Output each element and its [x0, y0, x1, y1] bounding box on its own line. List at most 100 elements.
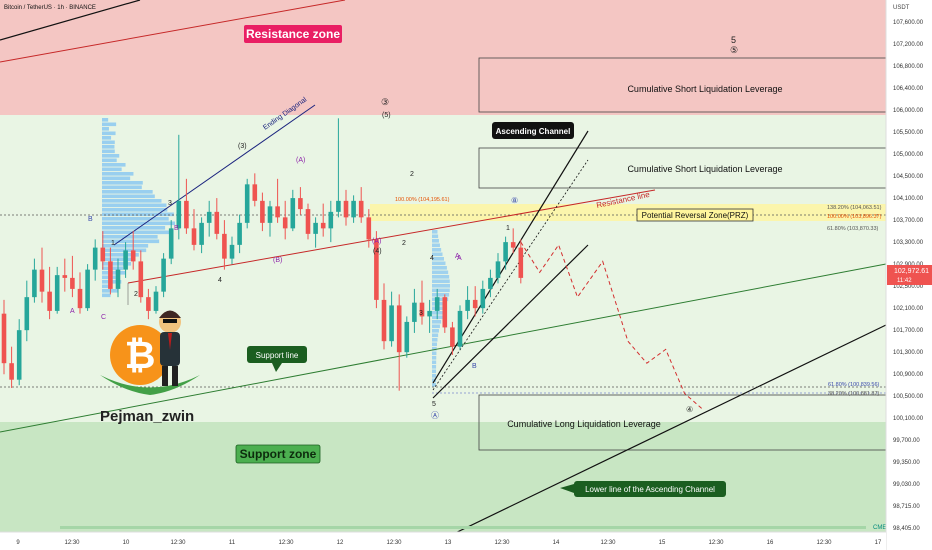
wave-label-3-paren: (3): [238, 143, 247, 150]
candle: [366, 209, 372, 248]
candle-body: [328, 211, 334, 229]
volume-profile-bar: [432, 347, 437, 351]
candle-body: [457, 310, 463, 347]
resistance-zone-label: Resistance zone: [246, 27, 340, 41]
candle: [32, 258, 37, 303]
volume-profile-bar: [102, 293, 111, 298]
candle: [199, 217, 204, 254]
candle: [108, 247, 113, 295]
volume-profile-bar: [102, 122, 117, 127]
last-price-tag: [887, 265, 932, 285]
volume-profile-bar: [432, 360, 437, 365]
resistance-line: [127, 189, 656, 284]
volume-profile-bar: [102, 154, 120, 158]
volume-profile-bar: [102, 176, 131, 181]
volume-profile-bar: [102, 248, 147, 253]
candle: [77, 272, 83, 314]
volume-profile-bar: [102, 158, 117, 163]
wave-label-5: 5: [731, 35, 736, 45]
candle: [465, 286, 470, 320]
time-tick-label: 12:30: [708, 540, 724, 546]
candle-body: [62, 275, 68, 278]
candle-body: [305, 209, 311, 234]
candle: [161, 253, 166, 298]
time-axis-ticks: 9 12:30 10 12:30 11 12:30 12 12:30 13 12:30 14 12:3…: [16, 540, 882, 546]
volume-profile-bar: [102, 284, 112, 289]
price-tick-label: 107,600.00: [893, 20, 924, 26]
volume-profile-bar: [102, 226, 166, 230]
last-price: 102,972.61: [894, 268, 929, 275]
candle-body: [184, 200, 189, 229]
candle: [130, 231, 136, 270]
candle-body: [313, 222, 318, 234]
price-axis-ticks: 107,600.00 107,200.00 106,800.00 106,400.00…: [893, 20, 924, 532]
fib-618-low-label: 61.80% (100,839.56): [828, 382, 880, 388]
candle: [328, 200, 334, 243]
candle: [214, 198, 220, 240]
volume-profile-bar: [432, 279, 450, 284]
price-tick-label: 102,100.00: [893, 306, 924, 312]
volume-profile-bar: [432, 288, 450, 293]
volume-profile-bar: [432, 234, 439, 239]
support-line: [0, 263, 887, 433]
candle-body: [412, 302, 417, 322]
candle: [206, 200, 212, 237]
candle-body: [16, 330, 22, 380]
price-tick-label: 107,200.00: [893, 42, 924, 48]
volume-profile-bar: [102, 221, 176, 226]
time-tick-label: 10: [123, 540, 130, 546]
candle: [510, 228, 516, 254]
candle: [298, 187, 303, 215]
resistance-zone-band: [0, 0, 886, 115]
candle-body: [237, 222, 242, 245]
projected-path: [520, 241, 704, 411]
candle-body: [290, 198, 296, 229]
candle-body: [442, 297, 448, 328]
candle-body: [244, 184, 250, 223]
price-tick-label: 100,900.00: [893, 372, 924, 378]
top-red-trendline: [0, 0, 346, 63]
candle-body: [404, 321, 410, 353]
candle-body: [54, 275, 60, 311]
fib-382-low-label: 38.20% (100,881.87): [828, 391, 880, 397]
volume-profile-bar: [102, 140, 115, 145]
volume-profile-bar: [432, 261, 446, 266]
price-tick-label: 99,700.00: [893, 438, 920, 444]
candle-body: [275, 206, 280, 218]
volume-profile-bar: [432, 338, 438, 342]
volume-profile-bar: [102, 118, 109, 122]
candle: [146, 288, 151, 320]
price-tick-label: 106,400.00: [893, 86, 924, 92]
price-tick-label: 101,700.00: [893, 328, 924, 334]
candle-body: [282, 217, 288, 229]
candle: [115, 258, 121, 298]
candle: [472, 286, 478, 317]
brand-name: Pejman_zwin: [100, 408, 194, 425]
price-tick-label: 98,405.00: [893, 526, 920, 532]
price-tick-label: 104,500.00: [893, 174, 924, 180]
fib-100-label: 100.00% (103,896.37): [827, 214, 882, 220]
candle: [153, 286, 159, 314]
top-black-trendline: [0, 0, 141, 41]
wave-label-a-2: A: [457, 255, 462, 262]
time-axis[interactable]: [0, 532, 886, 550]
wave-label-1: 1: [111, 240, 115, 247]
volume-profile-bar: [432, 369, 437, 374]
price-tick-label: 101,300.00: [893, 350, 924, 356]
volume-profile-bar: [102, 145, 115, 149]
time-tick-label: 11: [229, 540, 236, 546]
candle: [176, 134, 182, 240]
volume-profile-bar: [102, 203, 167, 208]
candle: [229, 236, 235, 265]
candle-body: [518, 247, 524, 278]
candle: [442, 294, 448, 333]
volume-profile-bar: [432, 329, 439, 333]
candle-body: [153, 291, 159, 311]
time-tick-label: 12:30: [816, 540, 832, 546]
candle: [70, 255, 75, 298]
wave-label-5-circled: ⑤: [730, 45, 738, 55]
volume-profile-bar: [102, 185, 142, 190]
price-tick-label: 106,800.00: [893, 64, 924, 70]
candle: [16, 319, 22, 386]
candle-body: [130, 250, 136, 262]
